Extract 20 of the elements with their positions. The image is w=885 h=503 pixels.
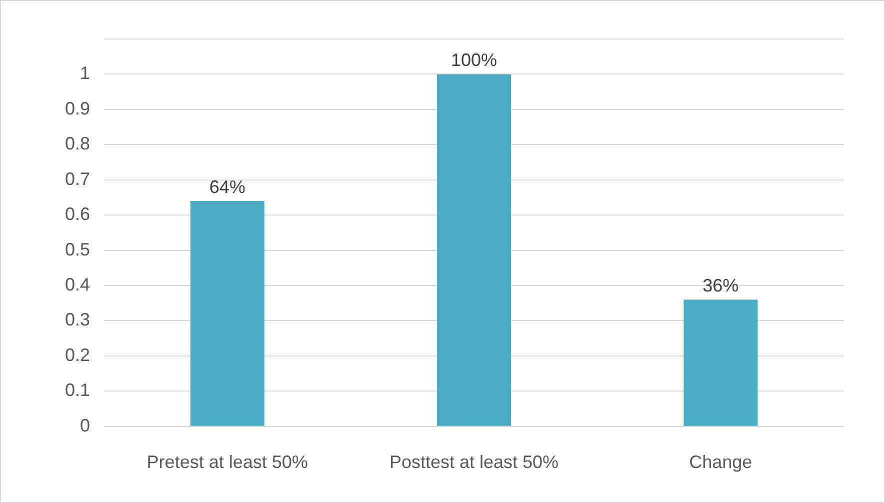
x-tick-label: Pretest at least 50%	[146, 452, 308, 472]
bar	[684, 300, 758, 426]
data-label: 36%	[702, 276, 739, 296]
x-tick-label: Posttest at least 50%	[389, 452, 559, 472]
data-label: 100%	[450, 50, 498, 70]
y-tick-label: 0.5	[64, 239, 90, 260]
y-tick-label: 0.3	[64, 310, 90, 330]
y-tick-label: 0.6	[64, 204, 90, 224]
y-tick-label: 1	[80, 63, 90, 84]
y-tick-label: 0.1	[64, 380, 90, 400]
data-label: 64%	[209, 176, 246, 197]
y-tick-label: 0.8	[64, 134, 90, 154]
y-tick-label: 0	[80, 415, 90, 436]
y-tick-label: 0.4	[64, 274, 90, 294]
bar	[190, 201, 264, 426]
y-tick-label: 0.9	[64, 98, 90, 118]
bar	[437, 74, 512, 426]
y-tick-label: 0.7	[64, 168, 90, 189]
x-tick-label: Change	[689, 452, 752, 472]
y-tick-label: 0.2	[64, 344, 90, 365]
